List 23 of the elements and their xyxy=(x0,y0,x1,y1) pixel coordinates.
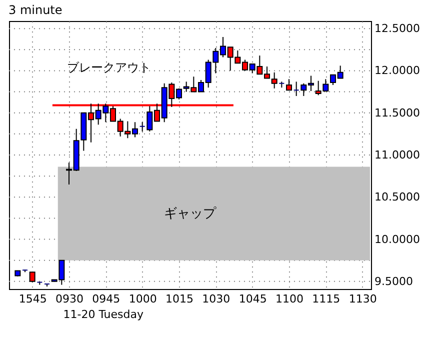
x-tick-label: 1100 xyxy=(276,292,304,306)
y-tick-label: 11.5000 xyxy=(374,106,420,120)
y-tick-label: 10.0000 xyxy=(374,232,420,246)
y-tick-label: 10.5000 xyxy=(374,190,420,204)
x-tick-label: 1015 xyxy=(166,292,194,306)
x-tick-label: 0945 xyxy=(92,292,120,306)
ref-line-label: ブレークアウト xyxy=(66,60,151,74)
x-tick-label: 1115 xyxy=(312,292,340,306)
x-tick-label: 1030 xyxy=(202,292,230,306)
y-tick-label: 9.5000 xyxy=(374,274,413,288)
x-tick-label: 1130 xyxy=(348,292,377,306)
band-label: ギャップ xyxy=(164,206,217,222)
text: 11-20 Tuesday xyxy=(63,308,144,321)
x-tick-label: 1545 xyxy=(18,292,47,306)
y-tick-label: 12.5000 xyxy=(374,22,420,36)
x-tick-label: 1045 xyxy=(238,292,267,306)
candlestick xyxy=(286,78,292,91)
y-tick-label: 12.0000 xyxy=(374,64,420,78)
y-tick-label: 11.0000 xyxy=(374,148,420,162)
x-tick-label: 0930 xyxy=(56,292,84,306)
candlestick xyxy=(29,272,36,283)
chart-title: 3 minute xyxy=(8,3,62,17)
x-tick-label: 1000 xyxy=(128,292,157,306)
